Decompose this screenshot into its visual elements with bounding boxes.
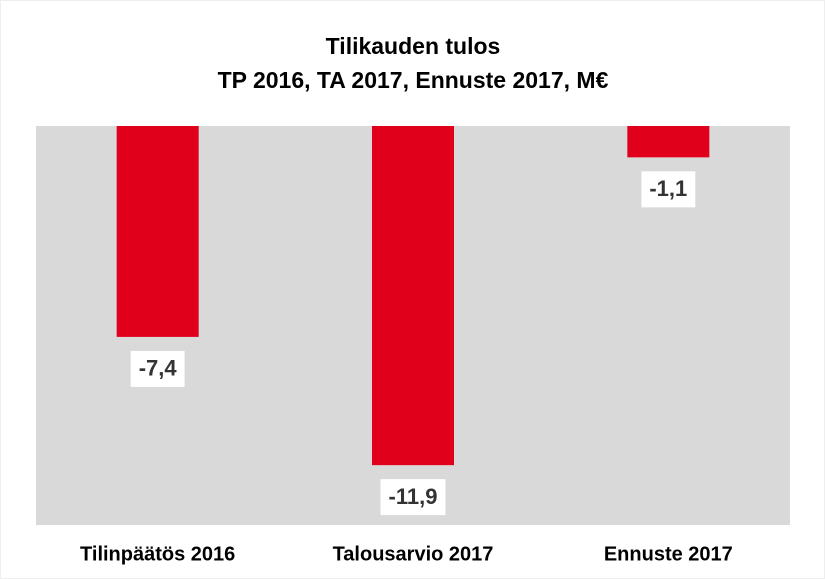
value-label-bg	[130, 350, 185, 387]
value-label: -1,1	[649, 176, 687, 201]
x-tick-label: Tilinpäätös 2016	[80, 543, 235, 565]
value-label-bg	[641, 171, 696, 208]
chart-title: Tilikauden tulos	[326, 33, 501, 59]
bar	[116, 126, 199, 337]
value-label: -11,9	[389, 484, 438, 509]
chart-subtitle: TP 2016, TA 2017, Ennuste 2017, M€	[218, 67, 609, 93]
bar	[627, 126, 710, 158]
bar	[372, 126, 454, 466]
x-tick-label: Talousarvio 2017	[333, 543, 494, 565]
value-label-bg	[380, 479, 446, 516]
value-label: -7,4	[139, 356, 178, 381]
x-tick-label: Ennuste 2017	[604, 543, 733, 565]
